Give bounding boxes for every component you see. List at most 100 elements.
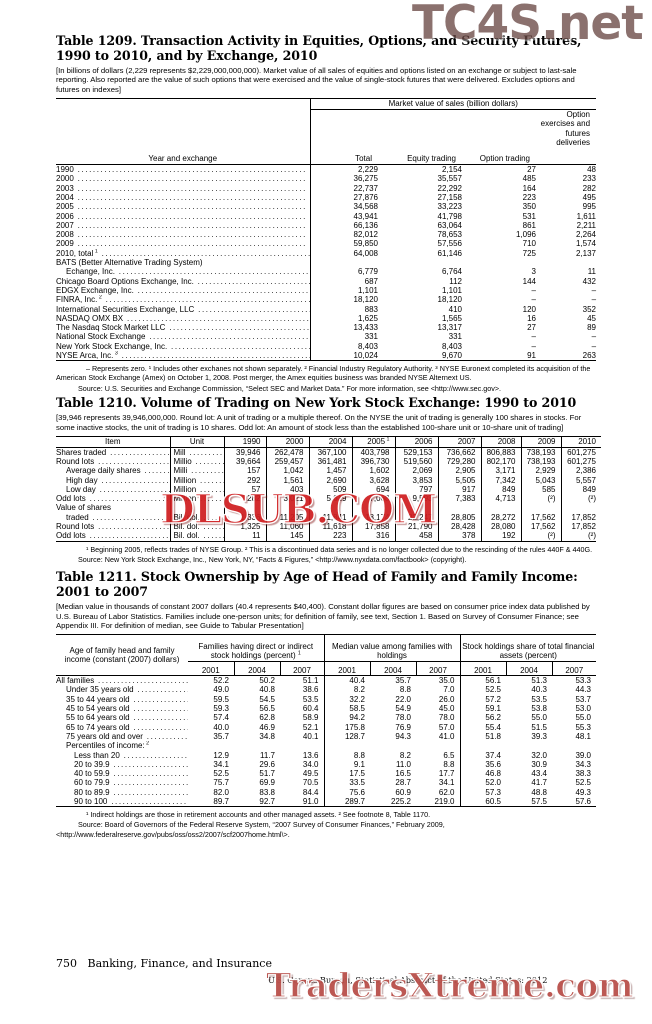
table-cell: 41.0 <box>416 731 461 742</box>
table-cell: 40.3 <box>531 685 547 695</box>
table-cell: 52.5 <box>213 769 229 779</box>
row-label: 2005 ...................................… <box>56 202 307 212</box>
table-row: 2009 ...................................… <box>56 239 596 249</box>
row-label: 2006 ...................................… <box>56 211 307 221</box>
row-label: Less than 20 ...........................… <box>74 750 188 760</box>
table-cell: 28,272 <box>481 512 522 523</box>
table-cell: 40.8 <box>259 685 275 695</box>
table-cell: 8,403 <box>309 341 378 351</box>
table-cell: 6.5 <box>416 750 461 760</box>
table-row: 2007 ...................................… <box>56 220 596 231</box>
table-row: 2003 ...................................… <box>56 183 596 193</box>
table-cell: 41.7 <box>531 778 547 788</box>
table-cell: 18,120 <box>437 295 462 305</box>
table-cell: 2,905 <box>438 466 482 476</box>
table-cell <box>188 741 234 750</box>
table-cell: 89 <box>587 323 597 333</box>
table-cell: 738,193 <box>521 456 562 467</box>
table-row: 2008 ...................................… <box>56 230 596 240</box>
footnote-text: – Represents zero. ¹ Includes other exch… <box>56 364 591 383</box>
table-cell: 585 <box>521 484 562 495</box>
table-cell <box>416 741 461 751</box>
table-cell: 48.8 <box>531 787 547 797</box>
table-cell: 78.0 <box>395 713 411 723</box>
table-cell: 60.9 <box>395 787 411 797</box>
table-cell: 30.9 <box>531 759 547 769</box>
table-cell: 45 <box>587 313 597 323</box>
table-cell: (²) <box>588 494 596 504</box>
table-cell: 46.8 <box>485 769 501 779</box>
table-cell: 52.1 <box>280 722 325 732</box>
table-cell <box>280 741 325 751</box>
table-row: International Securities Exchange, LLC .… <box>56 304 596 314</box>
source-text: Source: Board of Governors of the Federa… <box>56 820 445 839</box>
row-unit: Million ............ <box>170 475 225 485</box>
row-label: 35 to 44 years old .....................… <box>66 694 188 704</box>
table-cell: 7,342 <box>481 475 522 485</box>
table-cell: 8,403 <box>441 341 462 351</box>
table-cell: 11,618 <box>309 522 353 532</box>
table-cell: 13.6 <box>280 750 325 760</box>
table-cell: 128.7 <box>344 731 365 741</box>
row-label: High day ...............................… <box>56 475 171 485</box>
table-cell: 49.3 <box>575 787 592 797</box>
table-cell: 861 <box>522 220 536 230</box>
table-cell: 883 <box>309 304 378 314</box>
table-cell: 736,662 <box>438 447 482 457</box>
table-row: BATS (Better Alternative Trading System) <box>56 258 596 268</box>
row-label: 45 to 54 years old .....................… <box>66 704 188 714</box>
table-cell: 3,021 <box>266 494 310 504</box>
row-label: Odd lots ...............................… <box>56 494 171 504</box>
table-cell: 76.9 <box>395 722 411 732</box>
table-cell <box>234 741 280 750</box>
table-cell: 13,317 <box>437 323 462 333</box>
table-cell: 57.5 <box>531 796 547 806</box>
table-cell: 797 <box>395 484 439 495</box>
spanner-families-holdings: Families having direct or indirect stock… <box>188 634 325 662</box>
table-cell <box>481 503 522 513</box>
table-cell: 7,383 <box>438 494 482 504</box>
col-head-year-2004-group-3: 2004 <box>506 660 553 676</box>
table-cell: 529,153 <box>395 447 439 457</box>
table-cell: 17.5 <box>349 769 365 779</box>
table-cell <box>536 258 596 267</box>
table-cell: 223 <box>309 531 353 541</box>
table-cell: 2,690 <box>309 475 353 485</box>
table-row: National Stock Exchange ................… <box>56 332 596 342</box>
table-cell: 75.7 <box>213 778 229 788</box>
table-cell: 1,602 <box>352 466 396 476</box>
row-label: 2003 ...................................… <box>56 183 307 193</box>
table-cell: 1,325 <box>224 522 267 532</box>
document-source-line: U.S. Census Bureau, Statistical Abstract… <box>268 975 548 985</box>
table-cell <box>506 741 552 750</box>
table-cell: 22,292 <box>437 183 462 193</box>
row-label: Low day ................................… <box>56 484 171 495</box>
table-cell: 1,611 <box>576 211 597 221</box>
table-row: 20 to 39.9 .............................… <box>56 759 596 770</box>
table-cell: 18,174 <box>352 512 396 523</box>
table-cell: – <box>531 332 536 342</box>
table-row: Market value of sales (billion dollars) <box>56 98 597 110</box>
table-cell: 27 <box>527 323 536 333</box>
row-label: 2008 ...................................… <box>56 230 307 240</box>
table-1209-title: Table 1209. Transaction Activity in Equi… <box>56 33 582 63</box>
table-cell: 9,593 <box>395 494 439 504</box>
col-head-equity-trading: Equity trading <box>407 154 456 164</box>
table-cell: 175.8 <box>344 722 365 732</box>
table-cell: 53.3 <box>575 676 592 686</box>
table-cell: 57,556 <box>437 239 462 249</box>
table-row: 1990 ...................................… <box>56 164 596 175</box>
table-cell: 82.0 <box>213 787 229 797</box>
table-cell: 56.5 <box>259 704 275 714</box>
table-cell: 917 <box>438 484 482 495</box>
table-cell: 396,730 <box>352 456 396 467</box>
row-label: Under 35 years old .....................… <box>66 685 188 695</box>
row-label: 75 years old and over ..................… <box>66 731 188 741</box>
table-cell: (²) <box>521 531 562 541</box>
table-cell: 11 <box>224 531 267 541</box>
table-cell: 34.0 <box>280 759 325 770</box>
table-cell: 10,024 <box>309 350 378 361</box>
table-row: 40 to 59.9 .............................… <box>56 769 596 779</box>
table-cell: 48.1 <box>575 731 592 741</box>
